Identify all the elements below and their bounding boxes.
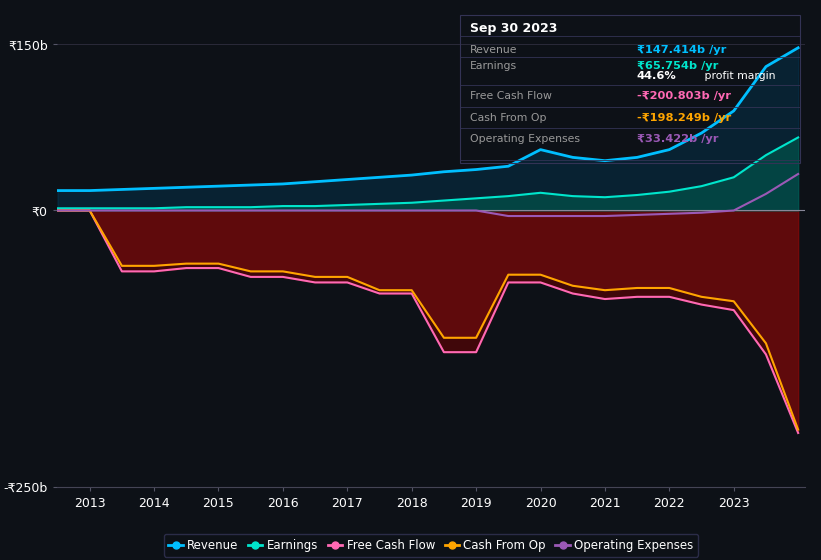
Legend: Revenue, Earnings, Free Cash Flow, Cash From Op, Operating Expenses: Revenue, Earnings, Free Cash Flow, Cash …: [163, 534, 699, 557]
Text: 44.6%: 44.6%: [637, 71, 677, 81]
Text: ₹65.754b /yr: ₹65.754b /yr: [637, 60, 718, 71]
Text: Revenue: Revenue: [470, 45, 518, 55]
Text: Earnings: Earnings: [470, 60, 517, 71]
Text: Sep 30 2023: Sep 30 2023: [470, 22, 557, 35]
Text: profit margin: profit margin: [701, 71, 776, 81]
Text: ₹147.414b /yr: ₹147.414b /yr: [637, 45, 727, 55]
Text: ₹33.422b /yr: ₹33.422b /yr: [637, 134, 718, 144]
Text: Free Cash Flow: Free Cash Flow: [470, 91, 552, 101]
Text: -₹200.803b /yr: -₹200.803b /yr: [637, 91, 731, 101]
Text: Operating Expenses: Operating Expenses: [470, 134, 580, 144]
Text: -₹198.249b /yr: -₹198.249b /yr: [637, 113, 731, 123]
Text: Cash From Op: Cash From Op: [470, 113, 547, 123]
